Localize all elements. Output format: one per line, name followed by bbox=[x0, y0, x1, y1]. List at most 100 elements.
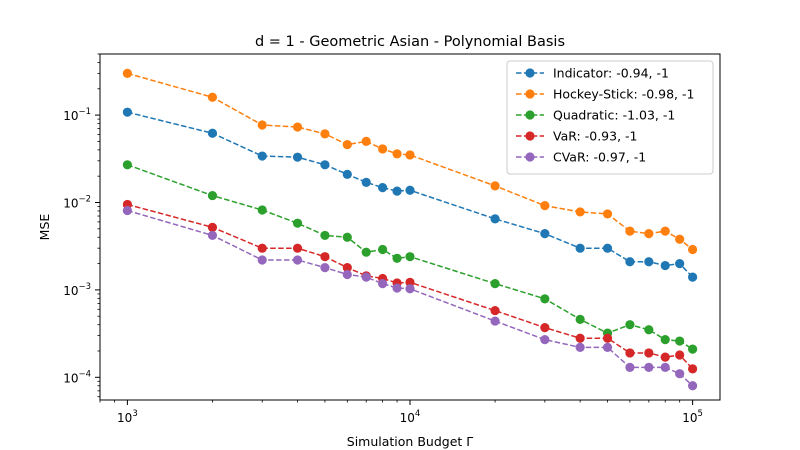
y-tick-label: 10−2 bbox=[63, 194, 91, 210]
data-point bbox=[602, 243, 613, 253]
data-point bbox=[575, 243, 585, 253]
legend-label: VaR: -0.93, -1 bbox=[553, 129, 637, 144]
data-point bbox=[660, 226, 670, 236]
data-point bbox=[320, 252, 330, 262]
data-point bbox=[320, 129, 330, 139]
data-point bbox=[675, 234, 685, 244]
data-point bbox=[644, 325, 654, 335]
data-point bbox=[660, 335, 670, 345]
data-point bbox=[540, 294, 550, 304]
data-point bbox=[575, 333, 585, 343]
data-point bbox=[405, 150, 415, 160]
data-point bbox=[688, 244, 698, 255]
data-point bbox=[675, 369, 685, 379]
data-point bbox=[292, 122, 303, 132]
data-point bbox=[361, 247, 371, 257]
data-point bbox=[392, 283, 402, 293]
legend-marker bbox=[525, 68, 535, 78]
data-point bbox=[405, 277, 415, 287]
data-point bbox=[675, 258, 685, 269]
data-point bbox=[342, 262, 352, 273]
data-point bbox=[207, 92, 218, 102]
data-point bbox=[625, 362, 635, 372]
chart-title: d = 1 - Geometric Asian - Polynomial Bas… bbox=[255, 34, 565, 50]
y-tick-label: 10−4 bbox=[63, 369, 91, 385]
data-point bbox=[320, 230, 330, 241]
legend-label: Indicator: -0.94, -1 bbox=[553, 66, 669, 81]
data-point bbox=[540, 229, 550, 239]
legend-marker bbox=[525, 89, 535, 99]
series-1 bbox=[122, 68, 698, 255]
data-point bbox=[122, 68, 132, 78]
data-point bbox=[292, 218, 303, 228]
data-point bbox=[625, 257, 635, 267]
data-point bbox=[490, 279, 500, 289]
data-point bbox=[292, 152, 303, 162]
y-axis: 10−4 10−3 10−2 10−1 bbox=[63, 53, 100, 398]
series-4 bbox=[122, 205, 698, 391]
data-point bbox=[688, 364, 698, 374]
legend-item-4: CVaR: -0.97, -1 bbox=[516, 150, 646, 165]
data-point bbox=[361, 177, 371, 187]
data-point bbox=[122, 205, 132, 216]
data-point bbox=[540, 335, 550, 345]
data-point bbox=[122, 107, 132, 117]
x-tick-label: 103 bbox=[117, 409, 138, 425]
data-point bbox=[688, 344, 698, 354]
legend-marker bbox=[525, 131, 535, 141]
data-point bbox=[378, 279, 388, 289]
data-point bbox=[675, 350, 685, 360]
data-point bbox=[644, 348, 654, 358]
data-point bbox=[625, 320, 635, 330]
data-point bbox=[660, 362, 670, 372]
data-point bbox=[207, 222, 218, 232]
data-point bbox=[320, 160, 330, 170]
y-axis-label: MSE bbox=[37, 214, 52, 241]
data-point bbox=[490, 305, 500, 316]
data-point bbox=[660, 352, 670, 362]
data-point bbox=[490, 181, 500, 191]
y-tick-label: 10−1 bbox=[63, 107, 91, 123]
data-point bbox=[644, 229, 654, 239]
series-3 bbox=[122, 199, 698, 374]
data-point bbox=[122, 160, 132, 170]
data-point bbox=[602, 209, 613, 219]
data-point bbox=[602, 342, 613, 352]
data-point bbox=[257, 255, 267, 265]
legend-label: Hockey-Stick: -0.98, -1 bbox=[553, 87, 694, 102]
data-point bbox=[675, 336, 685, 346]
data-point bbox=[257, 120, 267, 130]
data-point bbox=[644, 257, 654, 267]
data-point bbox=[575, 207, 585, 217]
data-point bbox=[257, 243, 267, 253]
data-point bbox=[292, 243, 303, 253]
data-point bbox=[688, 272, 698, 282]
data-point bbox=[688, 381, 698, 391]
data-point bbox=[625, 348, 635, 358]
data-point bbox=[292, 255, 303, 265]
data-point bbox=[490, 316, 500, 326]
plot-area bbox=[122, 68, 698, 391]
data-point bbox=[361, 136, 371, 146]
data-point bbox=[392, 253, 402, 263]
legend: Indicator: -0.94, -1 Hockey-Stick: -0.98,… bbox=[506, 60, 714, 175]
data-point bbox=[405, 185, 415, 195]
legend-label: Quadratic: -1.03, -1 bbox=[553, 108, 675, 123]
data-point bbox=[378, 244, 388, 255]
data-point bbox=[342, 139, 352, 150]
data-point bbox=[342, 232, 352, 242]
y-tick-label: 10−3 bbox=[63, 282, 91, 298]
data-point bbox=[575, 314, 585, 324]
data-point bbox=[257, 151, 267, 161]
data-point bbox=[342, 169, 352, 179]
data-point bbox=[540, 201, 550, 211]
data-point bbox=[207, 190, 218, 201]
data-point bbox=[405, 284, 415, 294]
data-point bbox=[207, 128, 218, 138]
series-2 bbox=[122, 160, 698, 354]
data-point bbox=[378, 144, 388, 154]
data-point bbox=[361, 272, 371, 282]
x-tick-label: 105 bbox=[682, 409, 703, 425]
data-point bbox=[490, 214, 500, 224]
x-axis-label: Simulation Budget Γ bbox=[347, 434, 473, 449]
